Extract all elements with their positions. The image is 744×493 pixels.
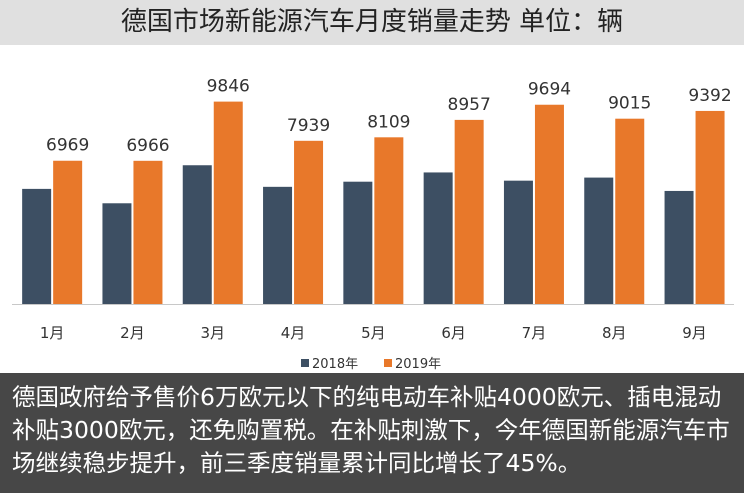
legend: 2018年 2019年 xyxy=(301,357,441,372)
x-tick-label-5: 5月 xyxy=(361,324,386,342)
data-label-2019-4: 7939 xyxy=(287,116,330,136)
data-label-2019-3: 9846 xyxy=(207,77,250,97)
series-2019-bars xyxy=(53,101,725,305)
data-label-2019-6: 8957 xyxy=(448,95,491,115)
series-2018-bars xyxy=(22,165,694,304)
legend-swatch-2018 xyxy=(301,359,309,367)
bar-2018-7 xyxy=(503,180,533,304)
bar-2018-9 xyxy=(664,190,694,304)
data-label-2019-2: 6966 xyxy=(126,136,169,156)
x-tick-label-4: 4月 xyxy=(281,324,306,342)
caption-overlay: 德国政府给予售价6万欧元以下的纯电动车补贴4000欧元、插电混动补贴3000欧元… xyxy=(0,373,744,493)
bar-2019-7 xyxy=(534,104,564,305)
x-tick-label-6: 6月 xyxy=(441,324,466,342)
x-tick-label-9: 9月 xyxy=(682,324,707,342)
bar-2019-6 xyxy=(454,119,484,305)
legend-label-2018: 2018年 xyxy=(312,357,358,372)
data-label-2019-1: 6969 xyxy=(46,136,89,156)
bar-2018-1 xyxy=(22,188,52,304)
bar-2019-5 xyxy=(374,137,404,304)
bar-2018-6 xyxy=(423,172,453,304)
data-label-2019-5: 8109 xyxy=(367,112,410,132)
x-tick-label-7: 7月 xyxy=(522,324,547,342)
legend-swatch-2019 xyxy=(384,359,392,367)
bar-2019-4 xyxy=(294,140,324,304)
bar-2019-3 xyxy=(213,101,243,304)
title-bar: 德国市场新能源汽车月度销量走势 单位：辆 xyxy=(0,0,744,45)
bar-2018-8 xyxy=(584,177,614,304)
data-labels: 6969 6966 9846 7939 8109 8957 9694 9015 9392 xyxy=(46,77,732,156)
bar-2018-5 xyxy=(343,181,373,304)
chart-title: 德国市场新能源汽车月度销量走势 单位：辆 xyxy=(120,7,624,37)
bar-chart: 6969 6966 9846 7939 8109 8957 9694 9015 9392 1月 2… xyxy=(12,77,734,372)
x-tick-label-1: 1月 xyxy=(40,324,65,342)
data-label-2019-7: 9694 xyxy=(528,80,571,100)
bar-2019-2 xyxy=(133,160,163,304)
data-label-2019-8: 9015 xyxy=(608,94,651,114)
x-tick-label-8: 8月 xyxy=(602,324,627,342)
bar-2018-4 xyxy=(263,186,293,304)
data-label-2019-9: 9392 xyxy=(688,86,731,106)
x-tick-label-2: 2月 xyxy=(120,324,145,342)
bar-2019-9 xyxy=(695,110,725,304)
legend-label-2019: 2019年 xyxy=(395,357,441,372)
x-tick-label-3: 3月 xyxy=(200,324,225,342)
bar-2019-8 xyxy=(615,118,645,304)
bar-2018-2 xyxy=(102,203,132,304)
bar-2018-3 xyxy=(182,165,212,304)
bar-2019-1 xyxy=(53,160,83,304)
caption-text: 德国政府给予售价6万欧元以下的纯电动车补贴4000欧元、插电混动补贴3000欧元… xyxy=(12,383,730,477)
x-tick-labels: 1月 2月 3月 4月 5月 6月 7月 8月 9月 xyxy=(40,324,707,342)
